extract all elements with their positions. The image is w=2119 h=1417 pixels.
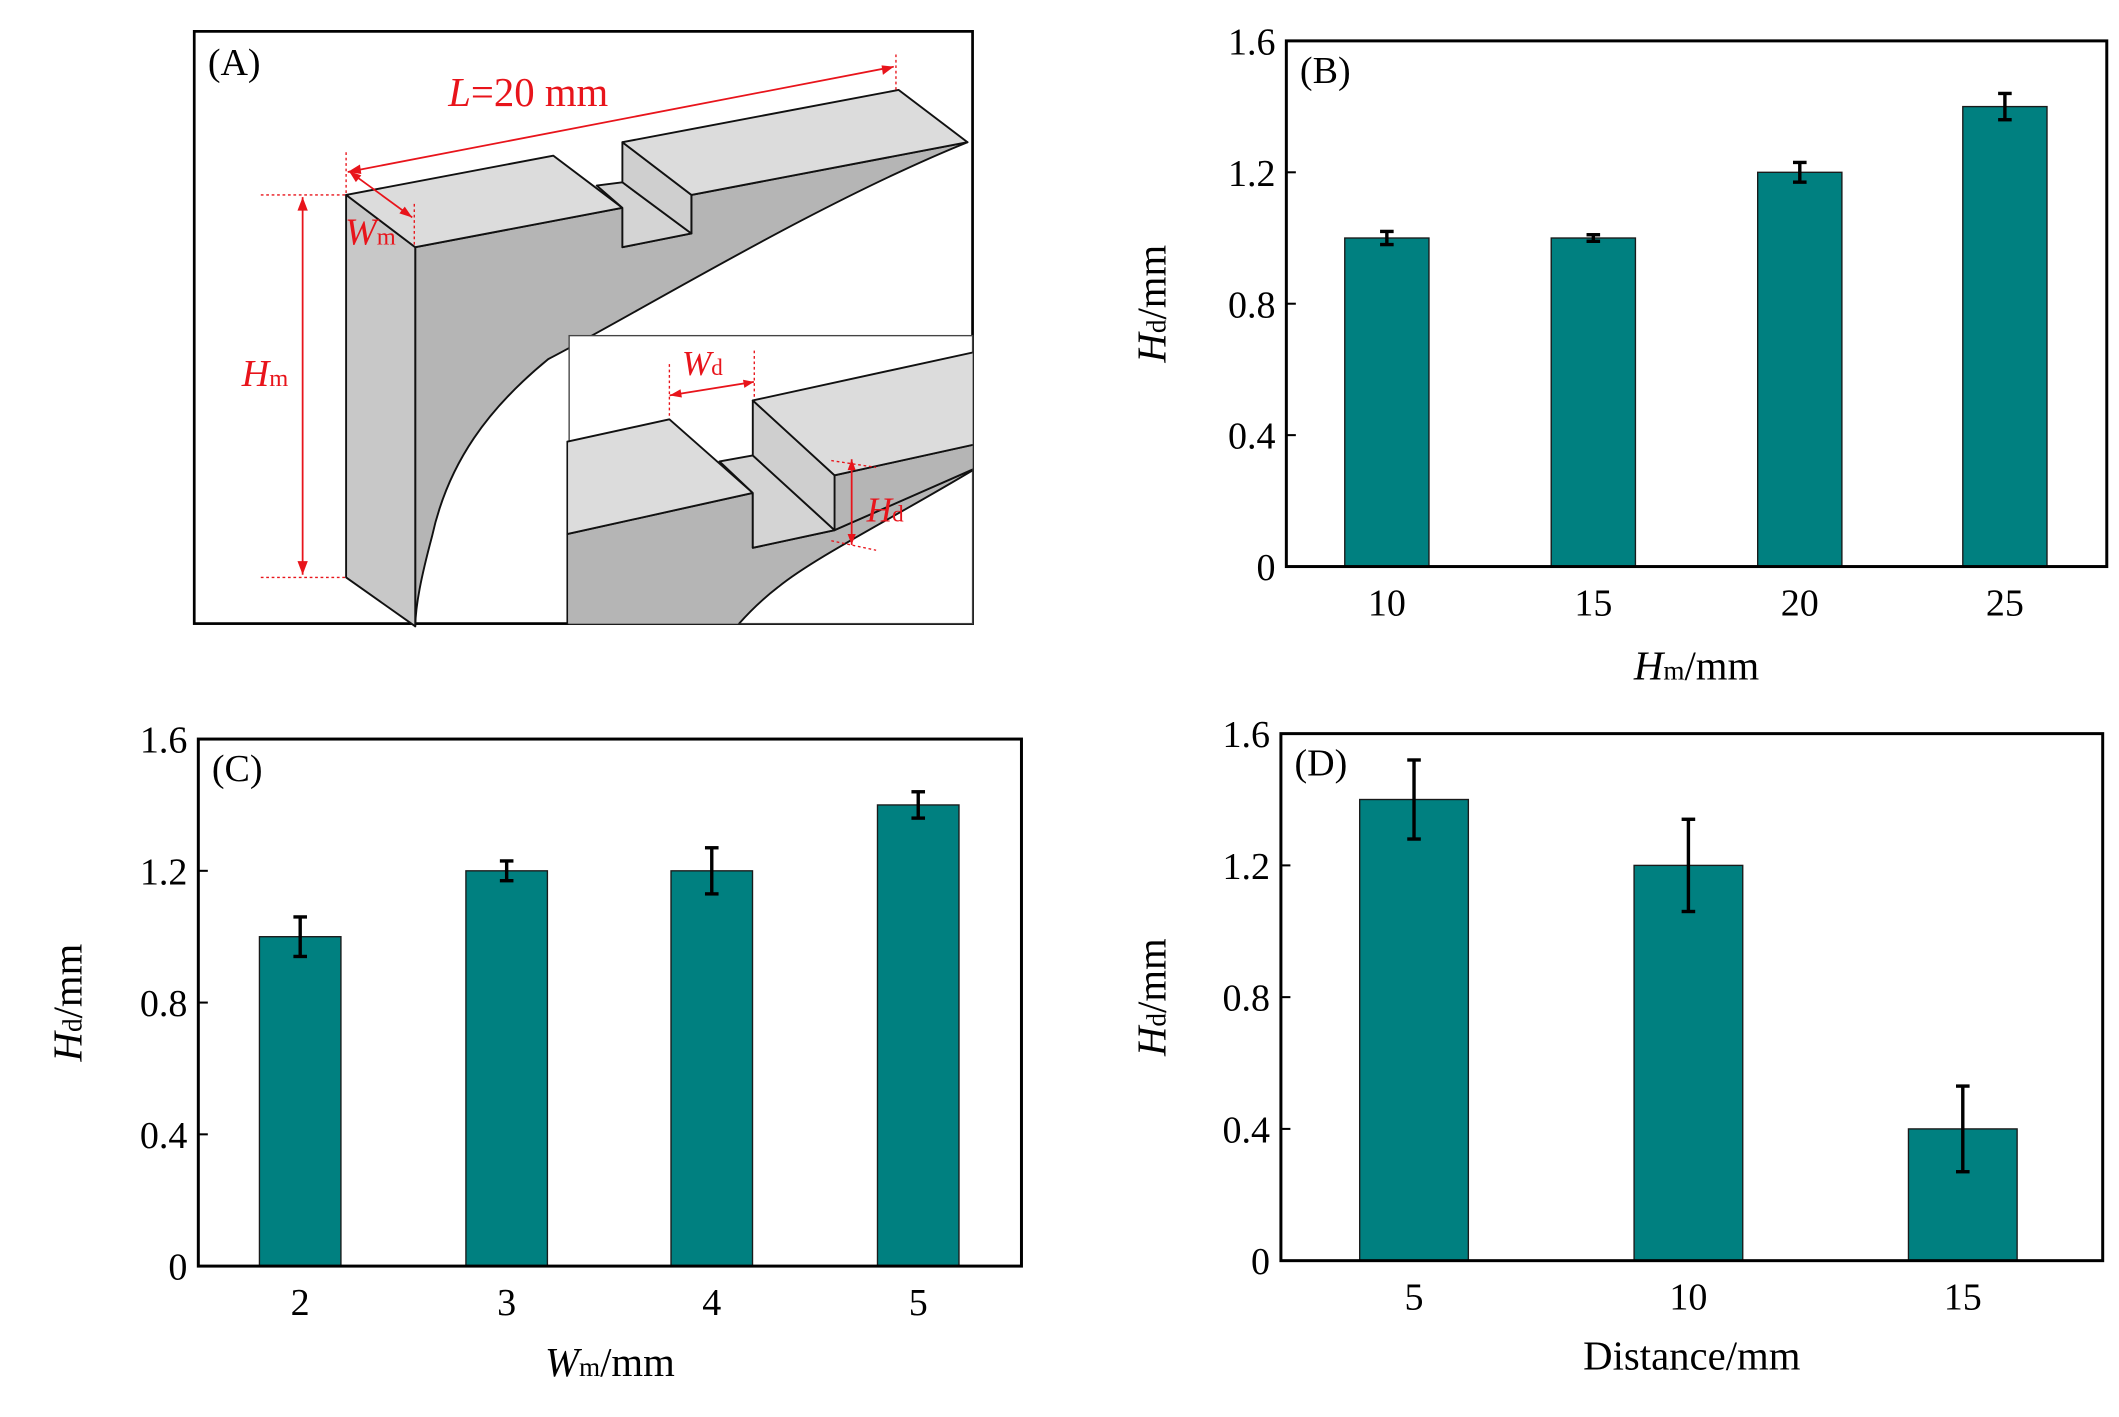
error-bar-10 xyxy=(1681,817,1696,914)
bar-15 xyxy=(1550,237,1637,568)
error-bar-2 xyxy=(293,915,307,959)
length-label: L=20 mm xyxy=(447,70,608,115)
x-axis-label: Hm/mm xyxy=(1633,643,1760,688)
bar-5 xyxy=(1359,798,1470,1262)
error-bar-3 xyxy=(499,859,514,883)
error-bar-15 xyxy=(1586,233,1601,243)
y-tick-label: 1.2 xyxy=(1228,153,1276,195)
bar-5 xyxy=(876,804,960,1267)
x-axis-label: Wm/mm xyxy=(545,1340,675,1385)
x-tick-label: 5 xyxy=(1405,1277,1424,1319)
y-axis-label: Hd/mm xyxy=(1129,938,1174,1057)
wm-label: Wm xyxy=(345,212,396,254)
y-tick-label: 0.8 xyxy=(1228,284,1276,326)
bar-20 xyxy=(1757,171,1843,568)
error-bar-4 xyxy=(704,846,719,896)
y-tick-label: 0 xyxy=(168,1247,187,1289)
panel-a-diagram: (A) L=20 mm Wm xyxy=(192,30,974,628)
bar-4 xyxy=(670,870,754,1267)
charts: 00.40.81.21.610 15 20 25(B)Hm/mmHd/mm00.40.… xyxy=(46,21,2109,1385)
error-bar-15 xyxy=(1956,1084,1970,1174)
error-bar-20 xyxy=(1793,160,1807,184)
y-axis-label: Hd/mm xyxy=(46,943,91,1062)
y-tick-label: 0.8 xyxy=(1223,978,1271,1020)
error-bar-25 xyxy=(1998,91,2012,122)
chart-panel-b: 0 0.4 0.8 1.2 1.6 10 15 20 25 (B) Hm/mm Hd/mm xyxy=(1129,21,2109,688)
bar-10 xyxy=(1344,237,1430,568)
x-tick-label: 4 xyxy=(702,1282,721,1324)
panel-a-label: (A) xyxy=(208,42,261,84)
pillar-front-face xyxy=(345,193,417,628)
y-tick-label: 0 xyxy=(1251,1241,1270,1283)
panel-label: (B) xyxy=(1300,50,1351,92)
bar-25 xyxy=(1962,105,2048,568)
inset-side-face xyxy=(566,468,973,624)
bar-10 xyxy=(1633,864,1744,1262)
x-tick-label: 15 xyxy=(1944,1277,1982,1319)
y-tick-label: 0.4 xyxy=(140,1115,188,1157)
x-tick-label: 5 xyxy=(909,1282,928,1324)
hd-dimension: Hd xyxy=(831,459,905,551)
error-bar-5 xyxy=(1407,758,1421,841)
x-axis-label: Distance/mm xyxy=(1583,1333,1801,1378)
wd-dimension: Wd xyxy=(668,344,755,416)
x-tick-label: 10 xyxy=(1669,1277,1707,1319)
side-face xyxy=(414,141,969,628)
wd-label: Wd xyxy=(682,344,723,383)
groove-inset: Wd Hd xyxy=(566,334,974,625)
groove-floor xyxy=(595,181,693,249)
hm-label: Hm xyxy=(241,353,288,395)
inset-groove-floor xyxy=(718,454,836,549)
hd-label: Hd xyxy=(866,491,905,530)
x-tick-label: 3 xyxy=(497,1282,516,1324)
y-tick-label: 0.4 xyxy=(1223,1109,1271,1151)
length-dimension: L=20 mm xyxy=(345,54,897,195)
x-tick-label: 25 xyxy=(1986,582,2024,624)
y-tick-label: 0 xyxy=(1256,547,1275,589)
x-tick-label: 20 xyxy=(1781,582,1819,624)
panel-label: (D) xyxy=(1294,743,1347,785)
y-tick-label: 1.6 xyxy=(1228,21,1276,63)
y-tick-label: 1.2 xyxy=(140,851,188,893)
y-tick-label: 1.2 xyxy=(1223,846,1271,888)
y-tick-label: 1.6 xyxy=(1223,714,1271,756)
error-bar-5 xyxy=(911,790,926,820)
bar-2 xyxy=(258,936,342,1267)
wm-dimension: Wm xyxy=(345,170,415,254)
y-tick-label: 1.6 xyxy=(140,720,188,762)
bar-3 xyxy=(465,870,549,1267)
y-tick-label: 0.4 xyxy=(1228,416,1276,458)
hm-dimension: Hm xyxy=(241,194,346,579)
beam-top-face xyxy=(621,88,969,196)
x-tick-label: 2 xyxy=(291,1282,310,1324)
inset-beam-top xyxy=(751,351,973,477)
y-axis-label: Hd/mm xyxy=(1129,245,1174,364)
x-tick-label: 15 xyxy=(1574,582,1612,624)
error-bar-10 xyxy=(1380,229,1394,247)
chart-panel-d: 0 0.4 0.8 1.2 1.6 5 10 15 (D) Distance/mm Hd/mm xyxy=(1129,714,2105,1378)
panel-label: (C) xyxy=(212,748,263,790)
chart-panel-c: 0 0.4 0.8 1.2 1.6 2 3 4 5 (C) Wm/mm Hd/mm xyxy=(46,720,1023,1385)
x-tick-label: 10 xyxy=(1368,582,1406,624)
y-tick-label: 0.8 xyxy=(140,983,188,1025)
